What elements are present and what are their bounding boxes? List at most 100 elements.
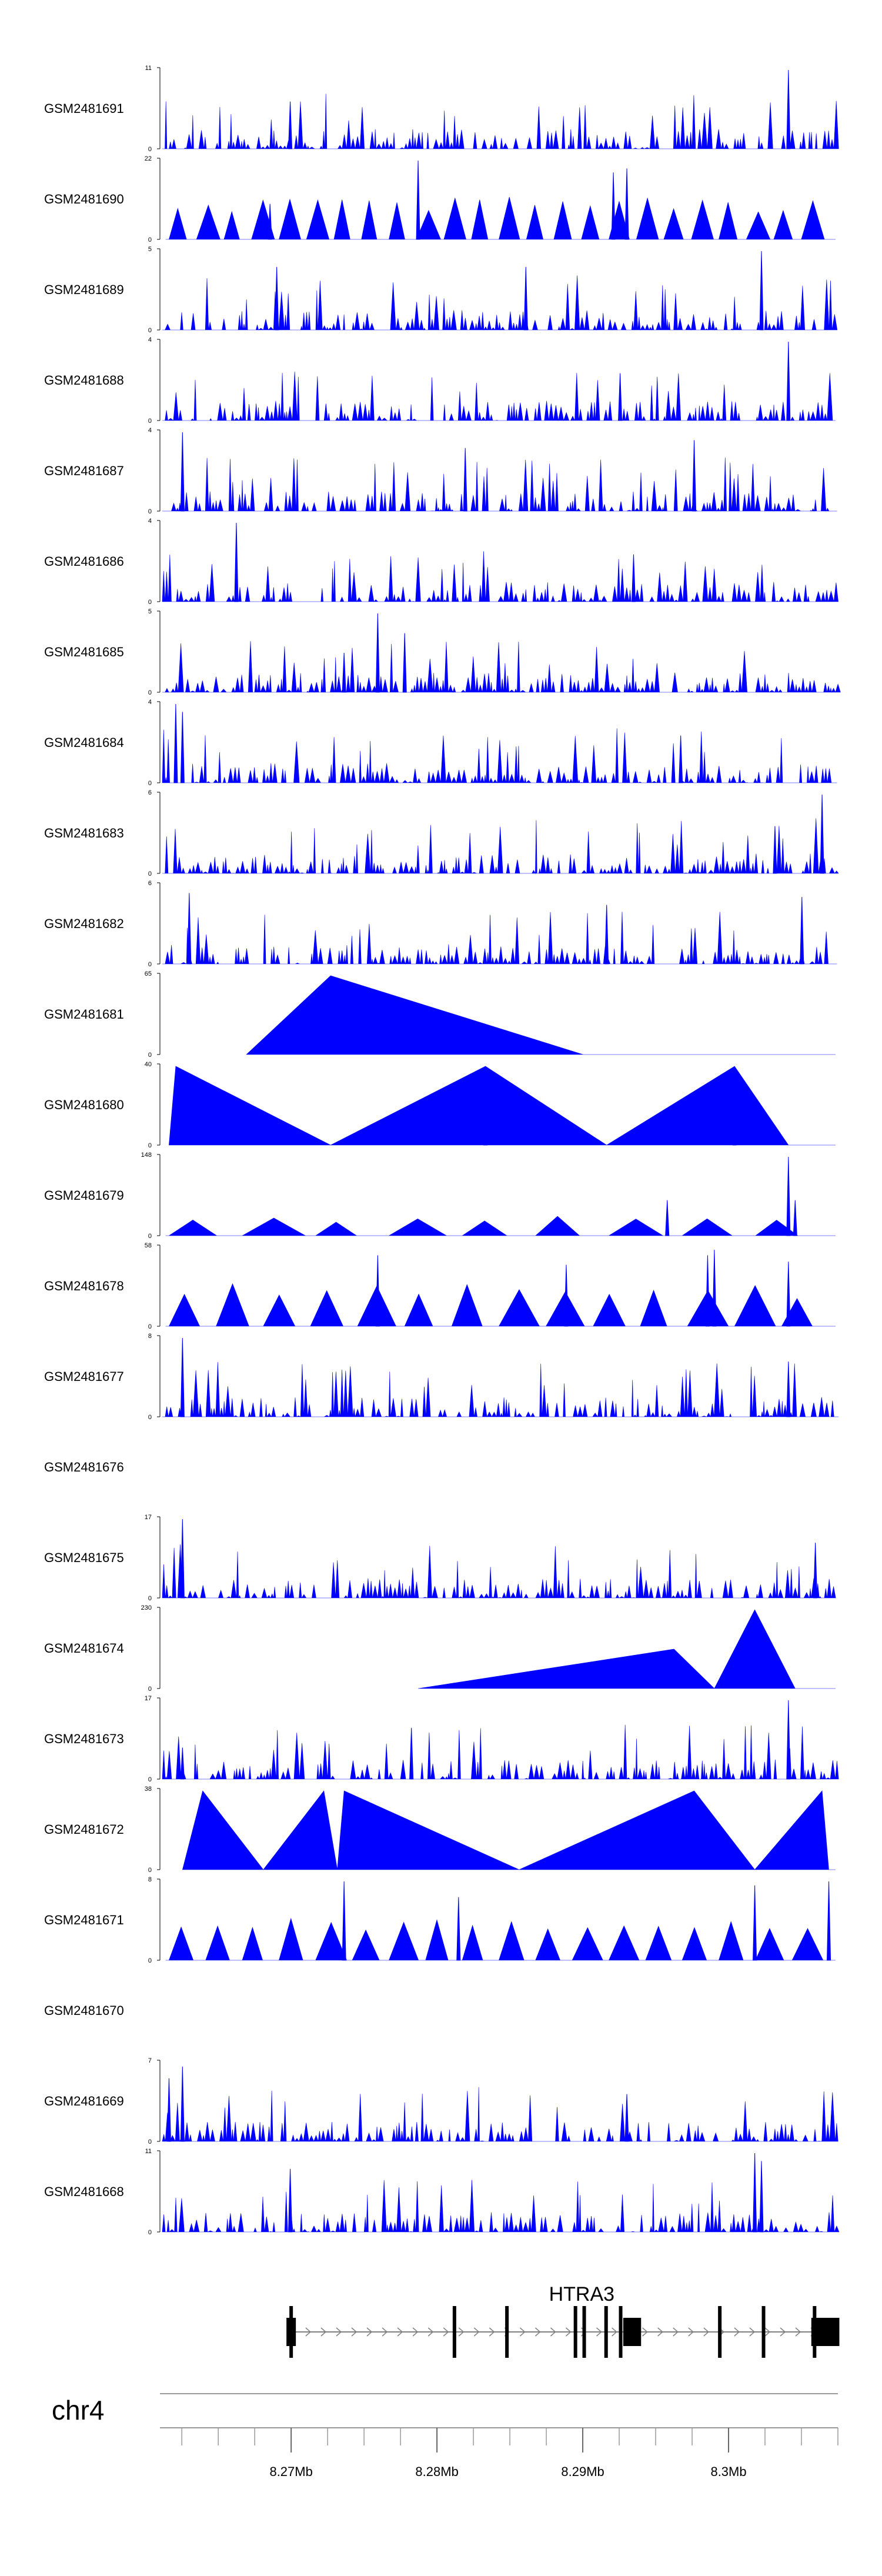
gene-exon-6 (619, 2306, 623, 2358)
y-tick-label-max-gsm2481686: 4 (148, 518, 152, 525)
track-label-gsm2481678: GSM2481678 (44, 1279, 124, 1293)
coverage-spike-gsm2481690-3 (268, 203, 272, 240)
coverage-spike-gsm2481673-0 (786, 1700, 791, 1780)
coverage-area-gsm2481671 (165, 1917, 836, 1961)
gene-exon-2 (505, 2306, 509, 2358)
coverage-spike-gsm2481691-1 (288, 101, 293, 149)
coverage-spike-gsm2481675-0 (180, 1519, 185, 1599)
gene-strand-arrow (320, 2327, 327, 2337)
y-tick-label-zero-gsm2481684: 0 (148, 780, 152, 787)
y-tick-label-max-gsm2481675: 17 (145, 1514, 152, 1521)
coverage-spike-gsm2481687-1 (692, 440, 697, 512)
coverage-spike-gsm2481685-1 (402, 633, 407, 693)
gene-strand-arrow (596, 2327, 602, 2337)
track-label-gsm2481684: GSM2481684 (44, 735, 124, 750)
coverage-spike-gsm2481671-2 (827, 1881, 831, 1961)
gene-strand-arrow (427, 2327, 434, 2337)
coverage-spike-gsm2481673-1 (409, 1727, 414, 1780)
gene-utr-block-0 (286, 2318, 296, 2346)
coverage-area-gsm2481685 (162, 641, 841, 693)
coverage-spike-gsm2481687-0 (180, 432, 185, 512)
coverage-spike-gsm2481683-1 (773, 826, 777, 874)
coverage-area-gsm2481686 (162, 551, 838, 603)
gene-strand-arrow (534, 2327, 541, 2337)
y-tick-label-max-gsm2481683: 6 (148, 789, 152, 796)
coverage-spike-gsm2481689-1 (275, 266, 279, 331)
gene-strand-arrow (780, 2327, 786, 2337)
x-tick-label-3: 8.3Mb (710, 2464, 746, 2479)
gene-strand-arrow (673, 2327, 679, 2337)
coverage-spike-gsm2481690-0 (416, 160, 420, 240)
y-tick-label-zero-gsm2481672: 0 (148, 1867, 152, 1874)
coverage-spike-gsm2481669-0 (180, 2066, 185, 2142)
coverage-spike-gsm2481685-2 (342, 652, 346, 693)
coverage-area-gsm2481691 (162, 94, 839, 150)
y-tick-label-zero-gsm2481671: 0 (148, 1957, 152, 1964)
track-label-gsm2481690: GSM2481690 (44, 192, 124, 206)
coverage-area-gsm2481674 (418, 1609, 836, 1689)
track-label-gsm2481685: GSM2481685 (44, 645, 124, 659)
y-tick-label-zero-gsm2481669: 0 (148, 2138, 152, 2145)
coverage-area-gsm2481690 (165, 196, 836, 240)
y-tick-label-max-gsm2481687: 4 (148, 427, 152, 434)
y-tick-label-zero-gsm2481675: 0 (148, 1595, 152, 1602)
coverage-area-gsm2481687 (162, 458, 837, 512)
coverage-spike-gsm2481682-0 (187, 893, 192, 965)
coverage-spike-gsm2481668-1 (759, 2161, 764, 2233)
chromosome-label: chr4 (52, 2395, 104, 2425)
coverage-spike-gsm2481675-1 (813, 1543, 818, 1599)
coverage-spike-gsm2481678-3 (375, 1255, 380, 1327)
gene-strand-arrow (489, 2327, 495, 2337)
coverage-spike-gsm2481689-2 (523, 266, 528, 331)
y-tick-label-max-gsm2481684: 4 (148, 699, 152, 706)
coverage-spike-gsm2481687-2 (463, 448, 467, 512)
gene-exon-1 (452, 2306, 456, 2358)
y-tick-label-max-gsm2481681: 65 (145, 970, 152, 977)
gene-utr-block-2 (811, 2318, 840, 2346)
x-tick-label-1: 8.28Mb (415, 2464, 458, 2479)
gene-strand-arrow (336, 2327, 342, 2337)
track-label-gsm2481675: GSM2481675 (44, 1550, 124, 1565)
coverage-area-gsm2481684 (162, 728, 837, 784)
y-tick-label-max-gsm2481688: 4 (148, 336, 152, 343)
coverage-area-gsm2481680 (169, 1066, 836, 1146)
gene-strand-arrow (795, 2327, 801, 2337)
coverage-spike-gsm2481679-2 (665, 1200, 670, 1236)
y-tick-label-max-gsm2481691: 11 (145, 65, 152, 72)
gene-strand-arrow (305, 2327, 312, 2337)
coverage-spike-gsm2481686-0 (234, 522, 239, 602)
coverage-spike-gsm2481684-1 (180, 712, 185, 783)
gene-strand-arrow (657, 2327, 663, 2337)
y-tick-label-zero-gsm2481686: 0 (148, 599, 152, 606)
coverage-spike-gsm2481680-1 (732, 1066, 737, 1146)
y-tick-label-max-gsm2481674: 230 (141, 1604, 152, 1611)
gene-strand-arrow (688, 2327, 694, 2337)
coverage-spike-gsm2481684-2 (679, 735, 683, 783)
y-tick-label-zero-gsm2481689: 0 (148, 327, 152, 334)
coverage-spike-gsm2481669-2 (624, 2094, 629, 2142)
coverage-spike-gsm2481678-1 (705, 1255, 710, 1327)
x-tick-label-0: 8.27Mb (269, 2464, 312, 2479)
y-tick-label-zero-gsm2481668: 0 (148, 2229, 152, 2236)
gene-strand-arrow (612, 2327, 617, 2337)
y-tick-label-max-gsm2481673: 17 (145, 1695, 152, 1702)
coverage-spike-gsm2481683-0 (820, 794, 824, 874)
gene-strand-arrow (412, 2327, 419, 2337)
y-tick-label-max-gsm2481678: 58 (145, 1242, 152, 1249)
coverage-spike-gsm2481686-1 (631, 554, 636, 602)
y-tick-label-zero-gsm2481677: 0 (148, 1414, 152, 1421)
gene-strand-arrow (703, 2327, 709, 2337)
coverage-spike-gsm2481678-0 (712, 1250, 717, 1327)
coverage-spike-gsm2481685-0 (375, 613, 380, 693)
gene-exon-4 (582, 2306, 586, 2358)
coverage-area-gsm2481679 (165, 1216, 836, 1236)
coverage-spike-gsm2481671-3 (456, 1897, 461, 1961)
track-label-gsm2481679: GSM2481679 (44, 1188, 124, 1203)
y-tick-label-max-gsm2481669: 7 (148, 2057, 152, 2064)
coverage-area-gsm2481669 (162, 2087, 838, 2143)
coverage-spike-gsm2481690-2 (611, 172, 616, 240)
gene-strand-arrow (642, 2327, 648, 2337)
y-tick-label-zero-gsm2481681: 0 (148, 1052, 152, 1059)
coverage-spike-gsm2481669-1 (166, 2078, 171, 2142)
